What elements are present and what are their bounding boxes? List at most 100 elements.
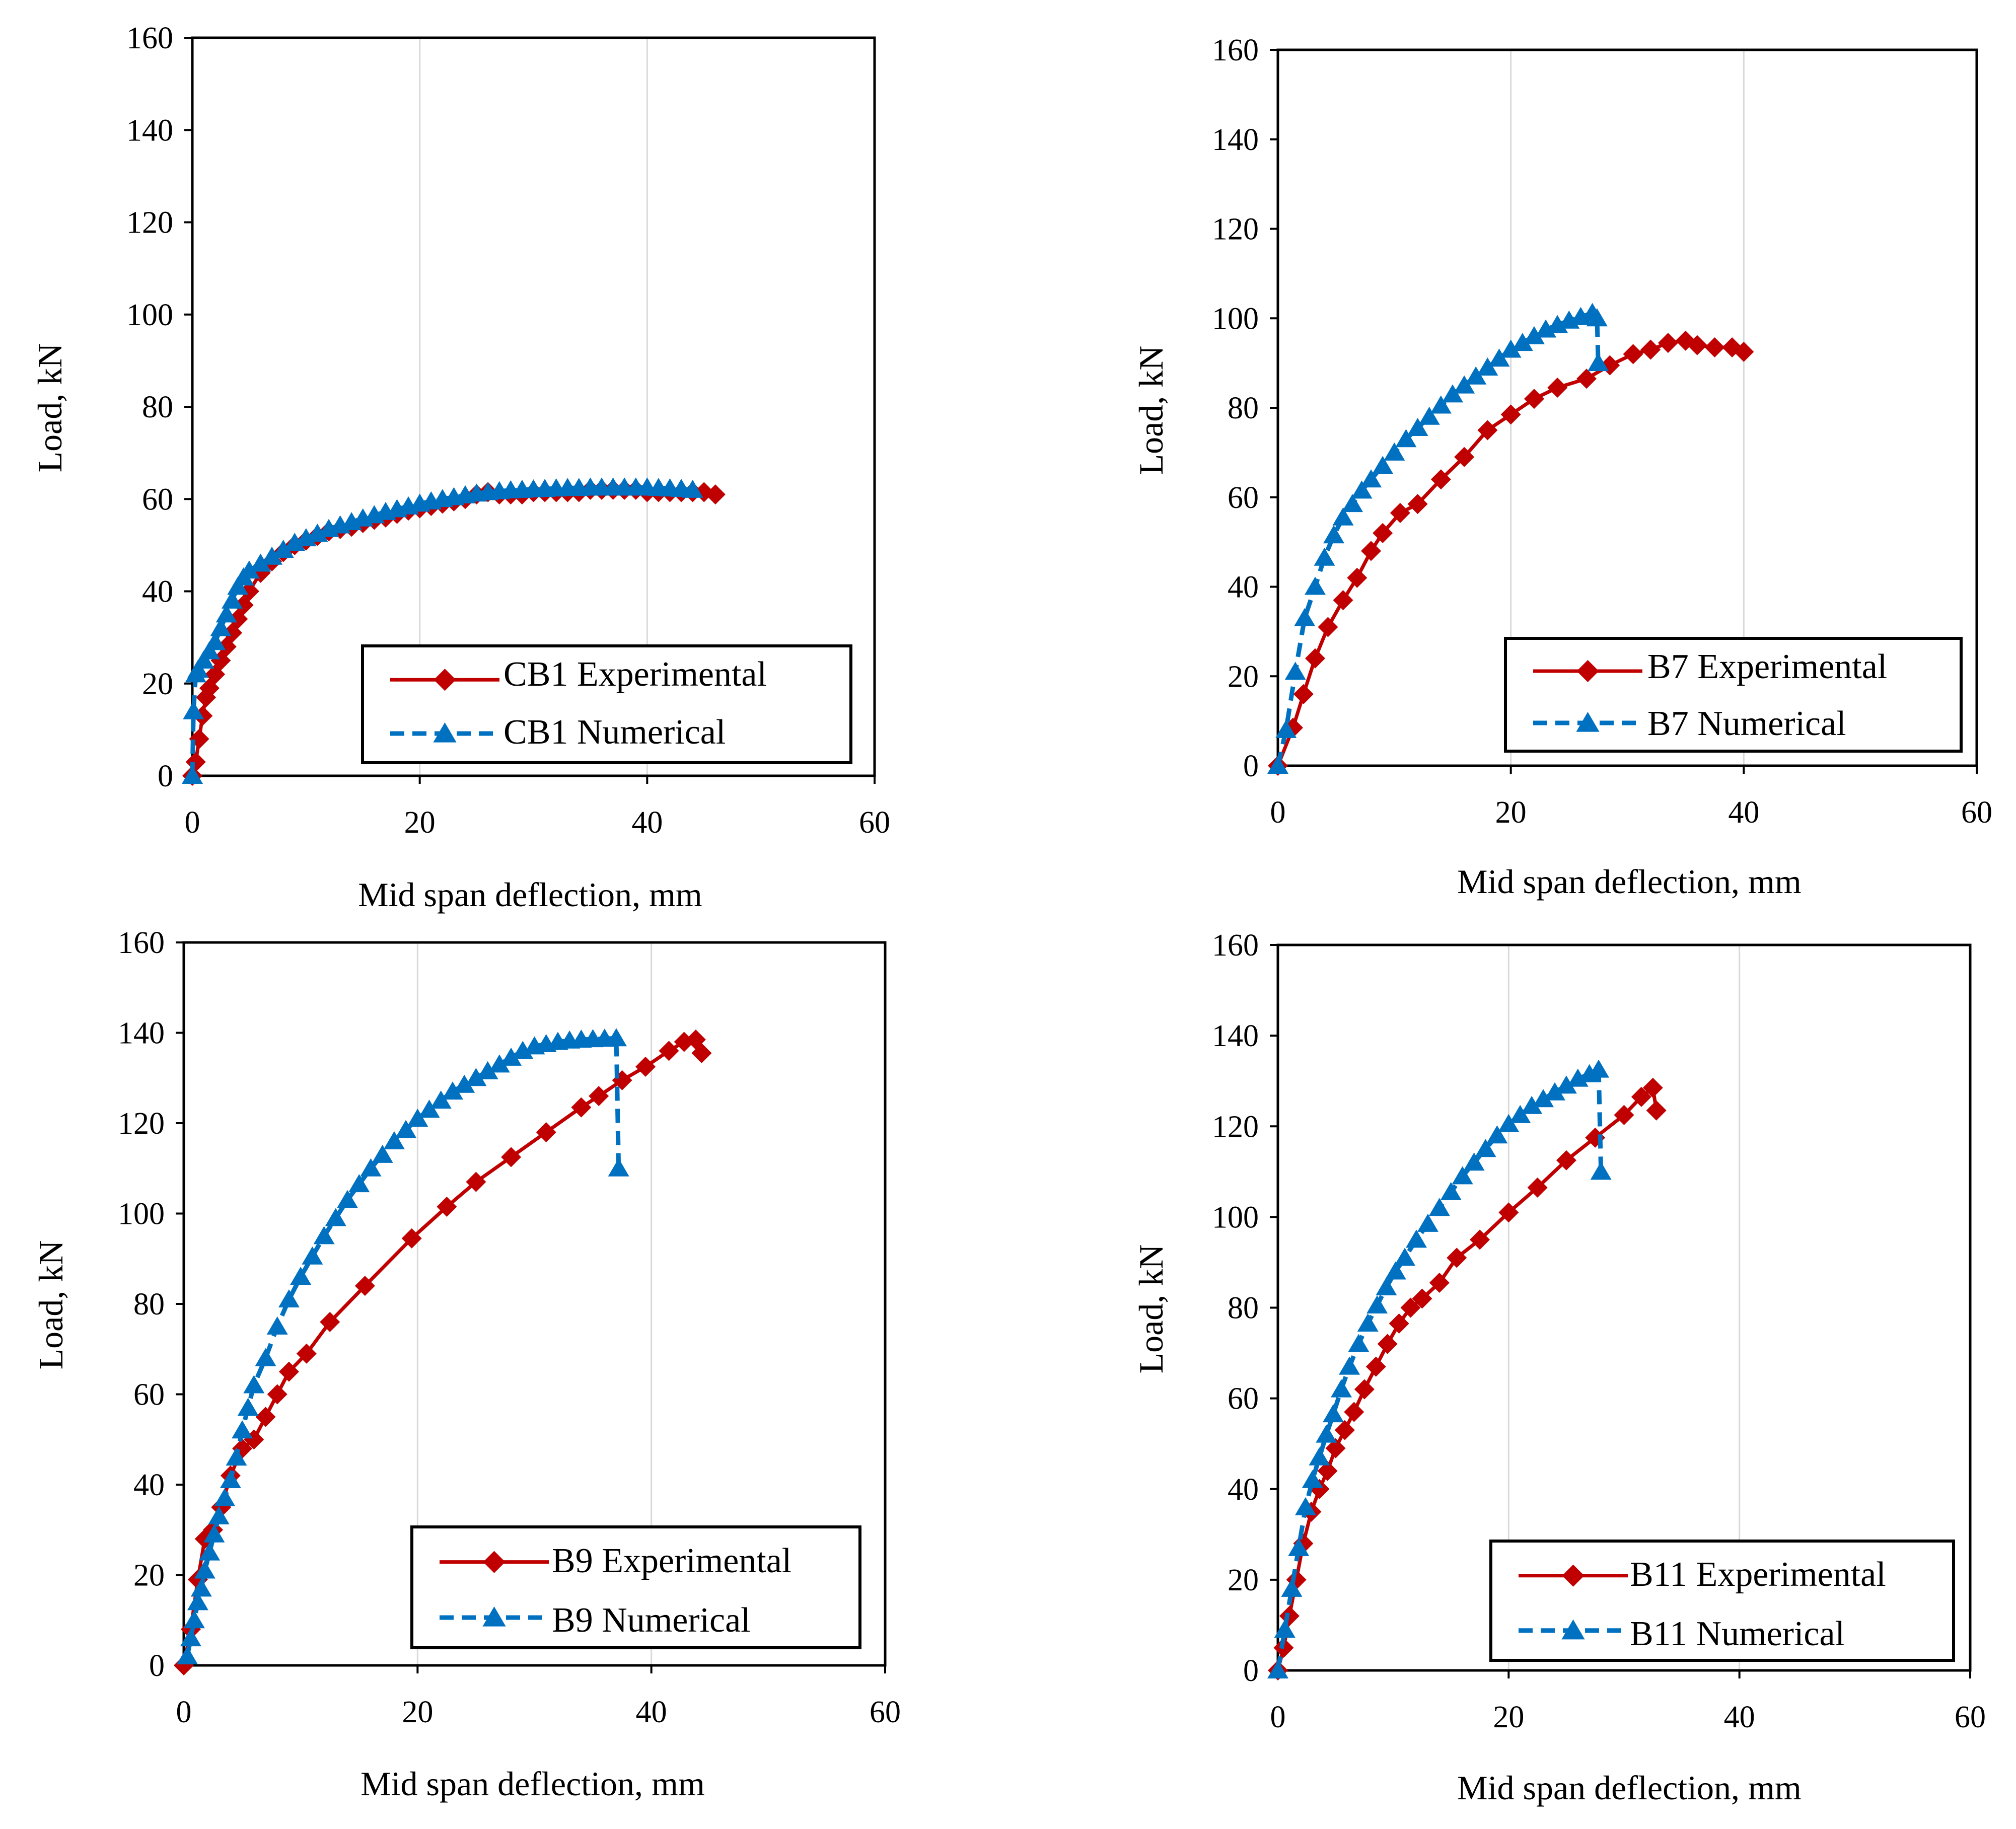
data-point — [1302, 1470, 1323, 1488]
data-point — [466, 1172, 486, 1192]
data-point — [1348, 1334, 1370, 1352]
x-tick-label: 0 — [185, 806, 200, 840]
data-point — [1275, 719, 1297, 738]
data-point — [1640, 339, 1661, 360]
data-point — [1586, 308, 1608, 327]
y-tick-label: 100 — [126, 298, 173, 332]
y-tick-label: 0 — [158, 759, 173, 793]
data-point — [1521, 1095, 1543, 1114]
data-point — [1524, 389, 1544, 409]
data-point — [320, 1311, 340, 1332]
data-point — [266, 1316, 288, 1335]
series-numerical — [1267, 1059, 1612, 1678]
data-point — [488, 1054, 510, 1073]
data-point — [1323, 1404, 1344, 1423]
data-point — [407, 1109, 428, 1127]
data-point — [1454, 375, 1475, 394]
y-tick-label: 20 — [1228, 1563, 1259, 1597]
y-tick-label: 40 — [133, 1468, 165, 1502]
data-point — [1360, 469, 1382, 488]
y-tick-label: 160 — [118, 926, 165, 960]
data-point — [1477, 357, 1498, 376]
data-point — [1318, 617, 1338, 637]
data-point — [187, 660, 209, 678]
data-point — [203, 1524, 225, 1543]
data-point — [1376, 1277, 1397, 1295]
data-point — [635, 1056, 656, 1077]
y-tick-label: 120 — [1212, 1110, 1259, 1144]
y-axis-title: Load, kN — [31, 343, 69, 473]
data-point — [1373, 523, 1393, 543]
data-point — [608, 1158, 629, 1177]
y-tick-label: 100 — [1212, 1200, 1259, 1234]
gridlines: 0 20 40 60 80 100 120 140 160 0 20 40 60 — [126, 21, 890, 840]
data-point — [302, 1246, 323, 1265]
data-point — [1334, 1420, 1355, 1440]
data-point — [1631, 1086, 1651, 1107]
data-point — [1658, 333, 1678, 353]
y-tick-label: 80 — [1228, 391, 1259, 425]
data-point — [1486, 1125, 1508, 1144]
gridlines: 0 20 40 60 80 100 120 140 160 0 20 40 60 — [1212, 928, 1986, 1734]
data-point — [1288, 1538, 1310, 1556]
data-point — [1418, 406, 1440, 425]
y-tick-label: 0 — [1243, 749, 1259, 783]
y-tick-label: 100 — [1212, 302, 1259, 336]
data-point — [1407, 417, 1428, 436]
data-point — [1325, 1438, 1346, 1458]
data-point — [183, 701, 204, 719]
data-point — [1614, 1105, 1634, 1125]
data-point — [1377, 1334, 1398, 1354]
x-tick-label: 20 — [402, 1695, 433, 1729]
data-point — [185, 752, 206, 772]
data-point — [239, 581, 259, 602]
data-point — [1384, 442, 1405, 461]
data-point — [1556, 1150, 1576, 1170]
data-point — [477, 1061, 498, 1079]
series-line — [1276, 1086, 1659, 1671]
data-point — [1430, 469, 1451, 490]
data-point — [232, 1420, 253, 1439]
data-point — [418, 1100, 440, 1118]
data-point — [1646, 1100, 1667, 1121]
data-point — [1400, 1297, 1421, 1318]
data-point — [1498, 1202, 1519, 1223]
legend-box — [410, 1525, 861, 1649]
data-point — [183, 1610, 205, 1629]
data-point — [1576, 369, 1597, 389]
data-point — [1623, 344, 1643, 364]
data-point — [1475, 1139, 1496, 1157]
x-tick-label: 20 — [1495, 795, 1527, 830]
data-point — [1412, 1288, 1432, 1309]
legend — [1504, 637, 1963, 753]
data-point — [1463, 1152, 1485, 1171]
y-tick-label: 0 — [1243, 1654, 1259, 1688]
x-tick-label: 60 — [1955, 1700, 1986, 1734]
gridlines: 0 20 40 60 80 100 120 140 160 0 20 40 60 — [1212, 33, 1992, 830]
legend — [1489, 1540, 1955, 1662]
data-point — [1281, 1578, 1303, 1597]
data-point — [296, 1343, 317, 1364]
data-point — [1267, 1660, 1288, 1678]
data-point — [325, 1208, 346, 1226]
data-point — [226, 1447, 247, 1466]
chart-cb1: 0 20 40 60 80 100 120 140 160 0 20 40 60 Mid span de… — [31, 21, 890, 914]
data-point — [360, 1158, 382, 1177]
y-tick-label: 80 — [1228, 1291, 1259, 1326]
data-point — [1331, 1379, 1352, 1398]
data-point — [1395, 429, 1417, 448]
data-point — [1590, 1161, 1612, 1180]
data-point — [1588, 1059, 1610, 1078]
data-point — [705, 484, 726, 505]
legend — [361, 644, 852, 764]
data-point — [1704, 337, 1725, 358]
legend-sample-marker — [434, 669, 456, 691]
data-point — [1588, 353, 1609, 372]
data-point — [372, 1144, 393, 1163]
data-point — [659, 1041, 679, 1061]
legend-box — [1504, 637, 1963, 753]
y-tick-label: 80 — [133, 1287, 165, 1322]
x-tick-label: 0 — [1270, 1700, 1286, 1734]
data-point — [1429, 1272, 1450, 1293]
x-tick-label: 60 — [1961, 795, 1992, 830]
